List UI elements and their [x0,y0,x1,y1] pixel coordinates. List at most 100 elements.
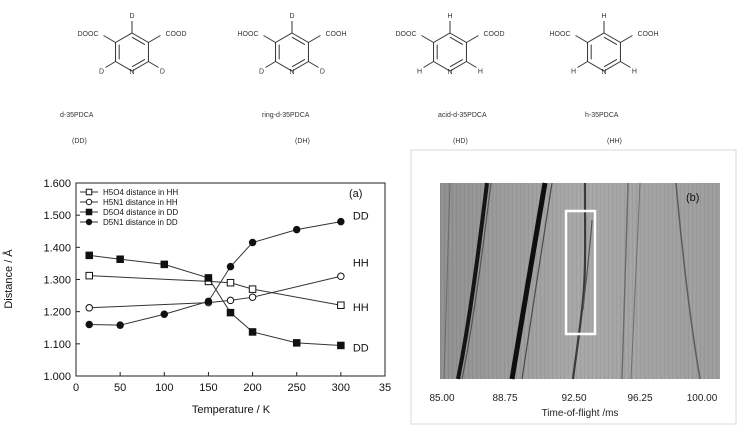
ring-right-atom: H [632,69,637,76]
ring-right-atom: H [478,69,483,76]
tof-streaks [443,182,701,380]
molecule-name: h-35PDCA [585,112,619,119]
molecule-structures: D COOD DOOC D D N D COOH HOOC D D N H COOD DOOC H H N H COO… [60,13,659,145]
chart-panel-b: (b) 85.00 88.75 92.50 96.25 100.00 Time-of-f… [410,149,737,425]
chart-panel-a: 1.000 1.100 1.200 1.300 1.400 1.500 1.600 0 50 10… [2,178,391,416]
tof-tick-label: 92.50 [561,393,586,404]
x-tick-label: 0 [73,382,79,394]
data-point [337,301,345,309]
series-3: DD [85,251,369,354]
tof-streak [443,182,451,380]
legend-entry: D5O4 distance in DD [103,208,178,217]
data-point [85,198,93,206]
data-point [248,285,257,293]
bond [575,35,588,43]
bond [423,61,434,68]
data-point [226,308,235,317]
y-tick-label: 1.600 [43,178,71,190]
data-point [85,251,93,260]
double-bond [131,36,146,46]
data-point [248,293,257,301]
y-tick-label: 1.400 [43,242,71,254]
bond [105,61,116,68]
bond [265,61,276,68]
right-acid-group: COOH [638,31,659,38]
right-acid-group: COOH [326,31,347,38]
double-bond [131,58,146,68]
panel-b-border [410,149,737,425]
y-tick-label: 1.300 [43,275,71,287]
data-point [337,217,345,226]
data-point [204,297,213,306]
legend-entry: H5N1 distance in HH [103,198,178,207]
double-bond [449,58,464,68]
y-tick-label: 1.000 [43,371,71,383]
y-tick-label: 1.200 [43,307,71,319]
data-point [160,310,169,318]
data-point [160,260,169,269]
series-line [89,254,341,346]
bond [577,61,588,68]
bond [620,61,631,68]
series-4: DD [85,211,369,329]
bond [103,35,116,43]
data-point [116,255,124,263]
y-tick-label: 1.100 [43,339,71,351]
left-acid-group: HOOC [238,31,259,38]
ring-left-atom: D [99,69,104,76]
tof-streak [621,182,629,380]
ring-right-atom: D [160,69,165,76]
nitrogen-atom: N [601,69,606,76]
data-point [226,278,235,287]
x-tick-label: 150 [199,382,217,394]
tof-streak [521,182,553,380]
chart-b-xlabel: Time-of-flight /ms [542,408,619,419]
data-point [85,218,93,226]
series-line [89,275,341,309]
tof-streak [509,182,548,380]
molecule-code: (HH) [607,138,622,145]
legend-entry: D5N1 distance in DD [103,218,178,227]
data-point [226,296,235,305]
chart-a-ylabel: Distance / Å [2,249,15,309]
right-acid-group: COOD [484,31,505,38]
molecule-code: (HD) [453,138,468,145]
ring-left-atom: H [571,69,576,76]
bond [466,61,477,68]
x-tick-label: 250 [288,382,306,394]
legend-entry: H5O4 distance in HH [103,188,178,197]
tof-tick-label: 100.00 [687,393,718,404]
highlight-box [564,209,597,336]
bond [466,35,479,43]
x-tick-label: 50 [114,382,126,394]
data-point [337,341,345,350]
y-tick-label: 1.500 [43,210,71,222]
series-end-label: DD [353,211,369,223]
nitrogen-atom: N [289,69,294,76]
series-end-label: HH [353,302,369,314]
tof-streak [630,182,641,380]
bond [148,61,159,68]
data-point [337,272,345,281]
bond [620,35,633,43]
molecule-4: H COOH HOOC H H N [550,13,659,76]
molecule-name: acid-d-35PDCA [438,112,487,119]
tof-streak [456,182,489,380]
x-tick-label: 35 [379,382,391,394]
data-point [85,271,93,280]
top-atom-label: H [601,13,606,20]
molecule-code: (DD) [72,138,87,145]
tof-tick-label: 96.25 [627,393,652,404]
double-bond [291,36,306,46]
series-end-label: HH [353,257,369,269]
left-acid-group: DOOC [396,31,417,38]
data-point [116,321,124,329]
x-tick-label: 100 [155,382,173,394]
bond [308,61,319,68]
molecule-name: ring-d-35PDCA [262,112,310,119]
data-point [248,328,257,336]
ring-left-atom: H [417,69,422,76]
data-point [292,225,301,234]
double-bond [291,58,306,68]
data-point [85,188,93,196]
